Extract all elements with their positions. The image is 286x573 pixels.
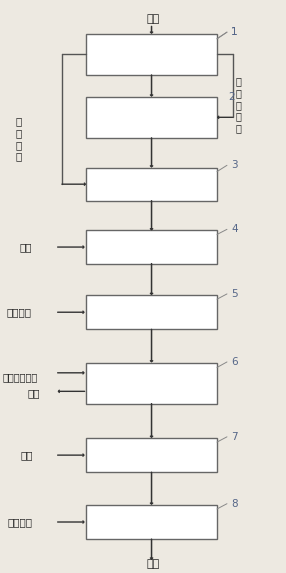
- Text: 加碱和絮凝剂: 加碱和絮凝剂: [2, 372, 37, 382]
- Bar: [86, 230, 217, 264]
- Text: 5: 5: [231, 289, 238, 299]
- Bar: [86, 363, 217, 404]
- Text: 出水: 出水: [146, 559, 160, 569]
- Text: 排泥: 排泥: [28, 388, 40, 398]
- Text: 2: 2: [229, 92, 235, 102]
- Text: 臭氧: 臭氧: [20, 450, 33, 460]
- Bar: [86, 438, 217, 472]
- Text: 硝
化
液
回
流: 硝 化 液 回 流: [235, 77, 241, 133]
- Bar: [86, 505, 217, 539]
- Text: 4: 4: [231, 225, 238, 234]
- Bar: [86, 168, 217, 201]
- Text: 8: 8: [231, 499, 238, 509]
- Bar: [86, 295, 217, 329]
- Text: 加酸: 加酸: [19, 242, 32, 252]
- Bar: [86, 34, 217, 75]
- Text: 1: 1: [231, 27, 238, 37]
- Text: 3: 3: [231, 160, 238, 170]
- Text: 7: 7: [231, 432, 238, 442]
- Text: 6: 6: [231, 357, 238, 367]
- Text: 进水: 进水: [146, 14, 160, 24]
- Text: 加直流电: 加直流电: [8, 517, 33, 527]
- Bar: [86, 97, 217, 138]
- Text: 污
泥
回
流: 污 泥 回 流: [15, 117, 22, 162]
- Text: 1: 1: [231, 27, 238, 37]
- Text: 加双氧水: 加双氧水: [7, 307, 32, 317]
